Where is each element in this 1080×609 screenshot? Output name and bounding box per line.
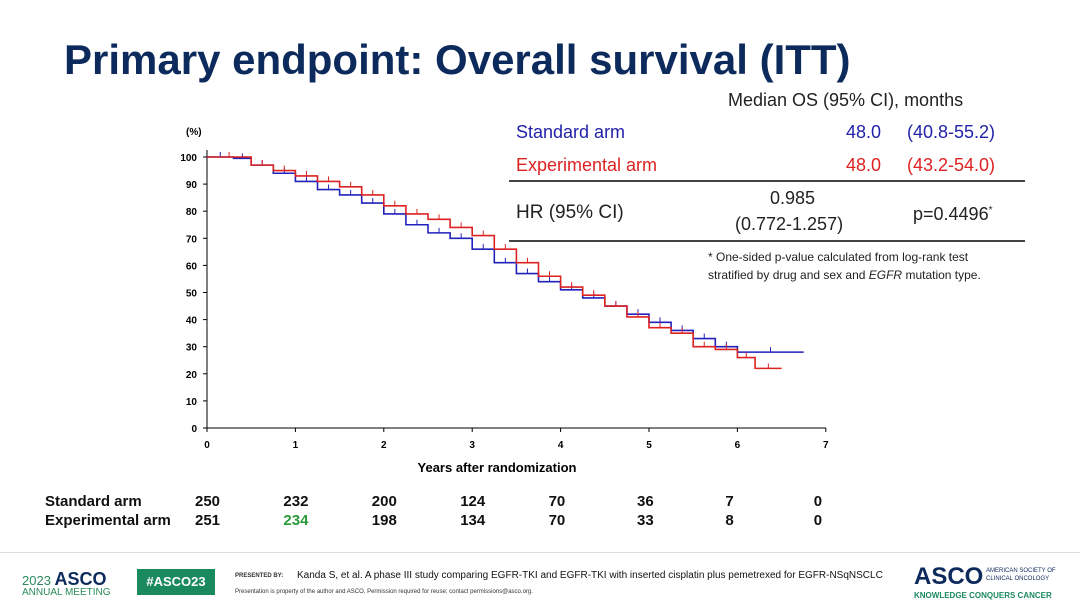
risk-count: 124	[460, 493, 486, 510]
risk-count: 250	[195, 493, 221, 510]
y-tick-label: 0	[191, 424, 197, 435]
experimental-ci: (43.2-54.0)	[907, 155, 996, 175]
risk-row-label: Standard arm	[45, 493, 142, 510]
x-axis-label: Years after randomization	[418, 460, 577, 475]
standard-ci: (40.8-55.2)	[907, 122, 996, 142]
p-value: p=0.4496*	[913, 204, 993, 224]
x-tick-label: 0	[204, 440, 210, 451]
y-tick-label: 90	[186, 180, 198, 191]
risk-count: 36	[637, 493, 654, 510]
asco-logo: ASCO	[914, 563, 984, 590]
risk-count: 200	[371, 493, 397, 510]
standard-arm-label: Standard arm	[516, 122, 626, 142]
table-header: Median OS (95% CI), months	[728, 90, 964, 110]
x-tick-label: 5	[646, 440, 652, 451]
risk-count: 134	[460, 512, 486, 529]
experimental-median: 48.0	[846, 155, 882, 175]
risk-count: 7	[725, 493, 734, 510]
x-tick-label: 1	[293, 440, 299, 451]
y-tick-label: 60	[186, 261, 198, 272]
y-tick-label: 10	[186, 397, 198, 408]
risk-count: 198	[371, 512, 397, 529]
risk-count: 251	[195, 512, 221, 529]
footer: 2023 ASCO ANNUAL MEETING #ASCO23 PRESENT…	[0, 552, 1080, 609]
y-tick-label: 100	[180, 153, 197, 164]
y-tick-label: 70	[186, 234, 198, 245]
risk-count: 70	[548, 512, 566, 529]
hr-label: HR (95% CI)	[516, 202, 624, 223]
km-chart: 0 10 20 30 40 50 60 70 80 90 100 0 1 2 3 4 5 6 7 (%) Years…	[180, 127, 829, 475]
risk-count: 234	[283, 512, 309, 529]
risk-count: 0	[813, 512, 823, 529]
hr-value: 0.985	[770, 188, 816, 208]
divider	[509, 240, 1025, 242]
citation: Kanda S, et al. A phase III study compar…	[297, 570, 883, 581]
divider	[509, 180, 1025, 182]
y-tick-label: 20	[186, 370, 198, 381]
x-tick-label: 7	[823, 440, 829, 451]
hr-ci: (0.772-1.257)	[735, 214, 844, 234]
y-tick-label: 50	[186, 289, 198, 300]
page-title: Primary endpoint: Overall survival (ITT)	[64, 36, 851, 83]
x-tick-label: 4	[558, 440, 564, 451]
y-tick-label: 40	[186, 316, 198, 327]
risk-count: 70	[548, 493, 566, 510]
x-tick-label: 3	[469, 440, 475, 451]
risk-count: 33	[637, 512, 654, 529]
risk-count: 232	[283, 493, 309, 510]
footnote: * One-sided p-value calculated from log-…	[708, 250, 981, 282]
risk-count: 8	[725, 512, 734, 529]
standard-median: 48.0	[846, 122, 882, 142]
disclaimer: Presentation is property of the author a…	[235, 589, 533, 595]
x-tick-label: 2	[381, 440, 387, 451]
hashtag-badge: #ASCO23	[137, 569, 215, 595]
x-tick-label: 6	[735, 440, 741, 451]
y-tick-label: 30	[186, 343, 198, 354]
y-tick-label: 80	[186, 207, 198, 218]
experimental-arm-label: Experimental arm	[516, 155, 658, 175]
risk-row-label: Experimental arm	[45, 512, 171, 529]
y-axis-label: (%)	[186, 127, 202, 138]
risk-count: 0	[813, 493, 823, 510]
